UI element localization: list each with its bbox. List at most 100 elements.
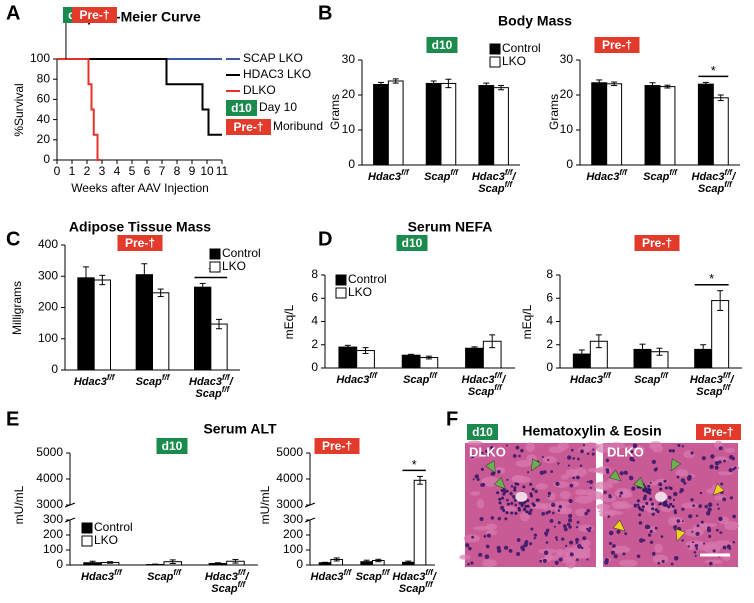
nucleus	[480, 467, 485, 471]
nucleus	[649, 540, 654, 544]
y-tick-label: 4	[311, 314, 318, 328]
tissue-texture	[520, 511, 530, 522]
nucleus	[687, 545, 690, 548]
nucleus	[732, 541, 736, 544]
nucleus	[680, 478, 686, 483]
tissue-texture	[724, 447, 736, 453]
badge: d10	[162, 439, 183, 453]
nucleus	[702, 542, 706, 545]
infiltrate	[664, 486, 668, 490]
x-tick-label: 1	[69, 164, 76, 178]
nucleus	[676, 475, 680, 479]
y-tick-label: 5000	[36, 445, 63, 459]
arrowhead	[612, 519, 626, 532]
nucleus	[509, 491, 513, 494]
y-tick-label: 100	[43, 542, 63, 556]
tissue-texture	[538, 548, 558, 554]
nucleus	[547, 495, 550, 498]
tissue-texture	[463, 534, 481, 543]
x-tick-label: Scapf/f	[424, 168, 459, 183]
legend-label: Control	[94, 520, 133, 534]
x-tick-label: Hdac3f/f	[336, 371, 378, 386]
nucleus	[478, 552, 483, 557]
badge: d10	[231, 101, 252, 115]
x-tick-label: Hdac3f/f/ Scapf/f	[205, 568, 251, 595]
nucleus	[497, 516, 502, 521]
nucleus	[470, 454, 475, 459]
nucleus	[542, 558, 547, 563]
nucleus	[681, 539, 684, 542]
nucleus	[514, 503, 518, 507]
tissue-texture	[600, 494, 617, 503]
y-tick-label: 0	[311, 360, 318, 374]
tissue-texture	[535, 483, 548, 490]
legend-label: Control	[348, 272, 387, 286]
y-tick-label: 0	[296, 557, 303, 571]
infiltrate	[524, 504, 528, 508]
panel-label: C	[6, 228, 20, 250]
nucleus	[710, 454, 715, 459]
y-axis-label: %Survival	[12, 83, 26, 136]
chart-title: Serum NEFA	[408, 219, 493, 235]
nucleus	[527, 511, 532, 516]
infiltrate	[662, 501, 666, 505]
nucleus	[545, 541, 549, 544]
nucleus	[616, 529, 621, 534]
bar	[338, 346, 358, 369]
legend-swatch	[335, 287, 347, 299]
nucleus	[687, 474, 692, 480]
tissue-texture	[596, 466, 612, 475]
legend-swatch	[489, 56, 501, 68]
tissue-texture	[470, 491, 481, 496]
infiltrate	[503, 490, 507, 494]
x-tick-label: 5	[129, 164, 136, 178]
y-tick-label: 200	[43, 527, 63, 541]
vessel	[655, 491, 667, 502]
y-tick-label: 100	[38, 331, 58, 345]
x-tick-label: Hdac3f/f	[311, 568, 353, 583]
nucleus	[605, 468, 610, 472]
nucleus	[695, 514, 699, 518]
y-tick-label: 4000	[36, 471, 63, 485]
badge-box	[314, 438, 360, 454]
nucleus	[565, 544, 568, 547]
panel-label: D	[318, 228, 332, 250]
x-tick-label: Scapf/f	[136, 373, 171, 388]
nucleus	[479, 517, 484, 521]
badge: Pre-†	[233, 120, 263, 134]
nucleus	[629, 456, 634, 462]
y-tick-label: 300	[283, 512, 303, 526]
nucleus	[490, 516, 495, 520]
nucleus	[582, 443, 586, 447]
infiltrate	[517, 508, 521, 512]
nucleus	[481, 451, 484, 455]
nucleus	[723, 459, 726, 463]
nucleus	[717, 507, 720, 510]
bar	[387, 80, 404, 166]
badge-box	[156, 438, 188, 454]
bar	[440, 82, 457, 166]
badge-box	[426, 37, 458, 53]
significance: *	[711, 63, 716, 78]
legend-swatch	[489, 43, 501, 55]
panel-label: F	[446, 408, 458, 430]
y-tick-label: 3000	[276, 497, 303, 511]
infiltrate	[532, 503, 536, 507]
nucleus	[676, 519, 681, 523]
significance: *	[709, 271, 714, 286]
nucleus	[529, 542, 533, 546]
infiltrate	[496, 491, 500, 495]
nucleus	[569, 483, 574, 488]
nucleus	[554, 536, 558, 539]
nucleus	[541, 455, 544, 459]
nucleus	[628, 475, 634, 481]
tissue-texture	[611, 545, 631, 554]
infiltrate	[498, 501, 502, 505]
x-tick-label: Hdac3f/f	[368, 168, 410, 183]
bar	[606, 83, 623, 166]
nucleus	[707, 507, 712, 512]
nucleus	[520, 448, 524, 453]
nucleus	[506, 478, 509, 481]
infiltrate	[510, 501, 514, 505]
nucleus	[649, 481, 652, 484]
